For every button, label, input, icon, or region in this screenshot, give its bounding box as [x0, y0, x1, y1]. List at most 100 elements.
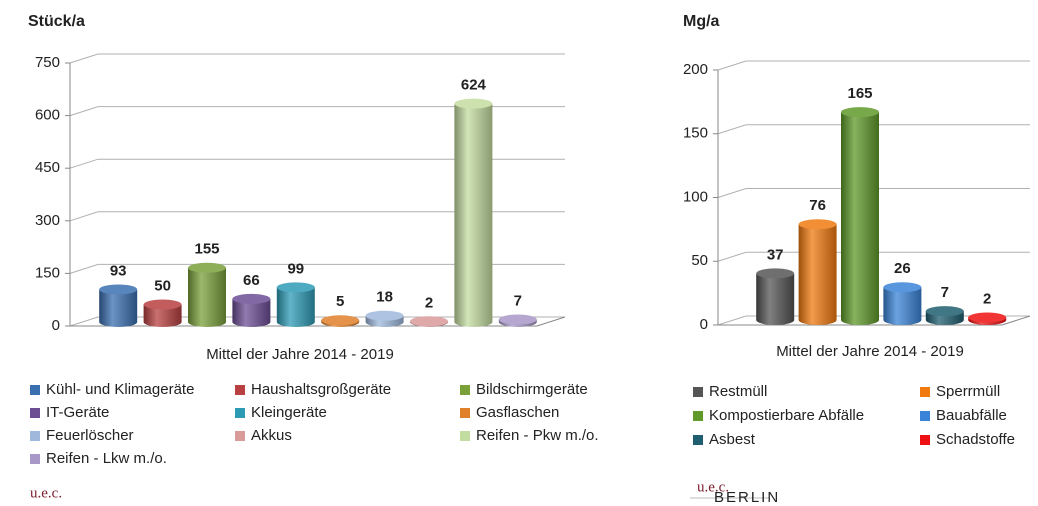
legend-swatch: [30, 454, 40, 464]
chart-title: Stück/a: [28, 13, 85, 30]
grid-line: [717, 188, 1030, 198]
floor: [718, 315, 1031, 326]
bar: [883, 287, 922, 325]
grid-line: [69, 263, 565, 274]
value-label: 7: [941, 284, 949, 301]
floor: [70, 316, 566, 327]
bar-top: [410, 316, 448, 327]
bar-top: [498, 314, 537, 325]
bar: [143, 304, 182, 327]
logo: u.e.c.: [697, 479, 729, 495]
value-label: 165: [847, 85, 872, 102]
value-label: 99: [287, 260, 304, 277]
value-label: 18: [376, 289, 393, 306]
chart-title: Mg/a: [683, 13, 720, 30]
value-label: 37: [767, 246, 784, 263]
bar-top: [365, 310, 404, 321]
legend-label: Reifen - Pkw m./o.: [476, 427, 599, 444]
x-axis-label: Mittel der Jahre 2014 - 2019: [206, 346, 394, 363]
value-label: 66: [243, 272, 260, 289]
bar-top: [276, 282, 315, 293]
legend-swatch: [693, 411, 703, 421]
logo: u.e.c.: [30, 485, 62, 501]
value-label: 155: [194, 241, 219, 258]
value-label: 7: [514, 293, 522, 310]
grid-line: [69, 316, 565, 327]
legend-label: Feuerlöscher: [46, 427, 134, 444]
value-label: 5: [336, 293, 344, 310]
y-tick-label: 450: [35, 159, 60, 176]
bar: [798, 224, 837, 325]
legend-label: Kleingeräte: [251, 404, 327, 421]
x-axis-label: Mittel der Jahre 2014 - 2019: [776, 343, 964, 360]
bar-top: [756, 268, 795, 279]
grid-line: [717, 60, 1030, 71]
y-tick-label: 300: [35, 212, 60, 229]
value-label: 2: [983, 290, 991, 307]
y-tick-label: 750: [35, 54, 60, 71]
legend-label: Asbest: [709, 431, 756, 448]
legend-label: Bildschirmgeräte: [476, 381, 588, 398]
legend-label: Akkus: [251, 427, 292, 444]
legend-label: Gasflaschen: [476, 404, 559, 421]
value-label: 76: [809, 197, 826, 214]
bar: [756, 273, 795, 325]
legend-swatch: [693, 387, 703, 397]
legend-label: Kompostierbare Abfälle: [709, 407, 864, 424]
y-tick-label: 0: [700, 316, 708, 333]
grid-line: [717, 124, 1030, 135]
y-tick-label: 600: [35, 107, 60, 124]
legend-label: Reifen - Lkw m./o.: [46, 450, 167, 467]
legend-swatch: [920, 387, 930, 397]
bar: [188, 267, 226, 327]
legend-swatch: [235, 385, 245, 395]
y-tick-label: 150: [35, 264, 60, 281]
bar-top: [968, 312, 1007, 323]
grid-line: [717, 251, 1030, 262]
legend-label: Sperrmüll: [936, 383, 1000, 400]
y-tick-label: 100: [683, 188, 708, 205]
bar-top: [925, 306, 964, 317]
logo-subtext: BERLIN: [714, 489, 780, 506]
legend-swatch: [30, 431, 40, 441]
value-label: 50: [154, 277, 171, 294]
grid-line: [69, 211, 565, 222]
grid-line: [69, 53, 565, 64]
y-tick-label: 0: [52, 317, 60, 334]
value-label: 624: [461, 77, 487, 94]
legend-swatch: [460, 431, 470, 441]
bar-top: [454, 98, 493, 109]
bar-top: [798, 219, 837, 230]
legend-swatch: [235, 431, 245, 441]
legend-swatch: [693, 435, 703, 445]
value-label: 2: [425, 294, 433, 311]
bar-top: [321, 315, 360, 326]
y-tick-label: 150: [683, 125, 708, 142]
legend-label: Schadstoffe: [936, 431, 1015, 448]
legend-label: IT-Geräte: [46, 404, 109, 421]
grid-line: [69, 106, 565, 117]
bar-top: [143, 299, 182, 310]
legend-swatch: [460, 408, 470, 418]
legend-swatch: [460, 385, 470, 395]
grid-line: [69, 158, 565, 169]
bar-top: [841, 107, 879, 118]
bar: [841, 112, 879, 325]
bar-top: [99, 284, 138, 295]
legend-swatch: [30, 385, 40, 395]
legend-label: Restmüll: [709, 383, 767, 400]
value-label: 93: [110, 262, 127, 279]
legend-label: Bauabfälle: [936, 407, 1007, 424]
bar-top: [188, 262, 226, 273]
legend-swatch: [920, 411, 930, 421]
bar: [454, 103, 493, 327]
bar-top: [883, 282, 922, 293]
bar: [99, 289, 138, 327]
bar: [276, 287, 315, 327]
legend-swatch: [235, 408, 245, 418]
bar: [232, 298, 271, 327]
legend-label: Kühl- und Klimageräte: [46, 381, 194, 398]
legend-label: Haushaltsgroßgeräte: [251, 381, 391, 398]
legend-swatch: [920, 435, 930, 445]
